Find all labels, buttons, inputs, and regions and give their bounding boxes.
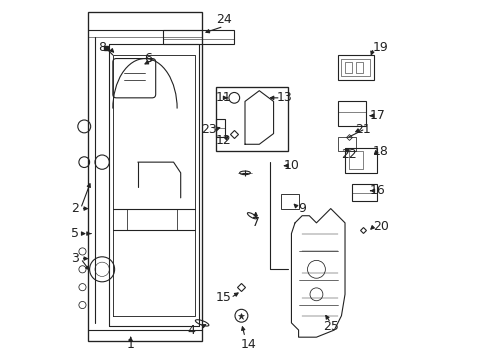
Bar (352, 184, 377, 202)
Bar (217, 87, 288, 152)
Text: 25: 25 (323, 320, 339, 333)
Text: 10: 10 (284, 159, 299, 172)
Text: 1: 1 (127, 338, 135, 351)
Bar (338, 55, 373, 80)
Text: 6: 6 (145, 52, 152, 65)
Text: 4: 4 (188, 324, 196, 337)
Text: 22: 22 (341, 148, 356, 162)
Text: 13: 13 (276, 91, 292, 104)
Text: 20: 20 (373, 220, 389, 233)
Bar (281, 194, 298, 208)
Bar (342, 59, 370, 76)
Text: 14: 14 (241, 338, 256, 351)
Text: 8: 8 (98, 41, 106, 54)
Bar (345, 148, 377, 173)
Text: 19: 19 (373, 41, 389, 54)
Bar (348, 152, 363, 169)
Text: 24: 24 (216, 13, 231, 26)
Text: 11: 11 (216, 91, 231, 104)
Text: 21: 21 (355, 123, 371, 136)
Bar (88, 12, 202, 341)
Text: 5: 5 (72, 227, 79, 240)
Bar (163, 30, 234, 44)
Bar (345, 62, 352, 73)
Bar (356, 62, 363, 73)
Bar (338, 102, 367, 126)
Text: 16: 16 (369, 184, 385, 197)
Bar (127, 208, 177, 230)
Text: 12: 12 (216, 134, 231, 147)
Bar (217, 119, 225, 137)
Text: 9: 9 (298, 202, 306, 215)
Text: 23: 23 (201, 123, 217, 136)
Text: 2: 2 (72, 202, 79, 215)
Text: 7: 7 (252, 216, 260, 229)
Text: 17: 17 (369, 109, 385, 122)
Text: 15: 15 (216, 291, 231, 305)
Bar (338, 137, 356, 152)
Text: 3: 3 (72, 252, 79, 265)
Text: 18: 18 (373, 145, 389, 158)
